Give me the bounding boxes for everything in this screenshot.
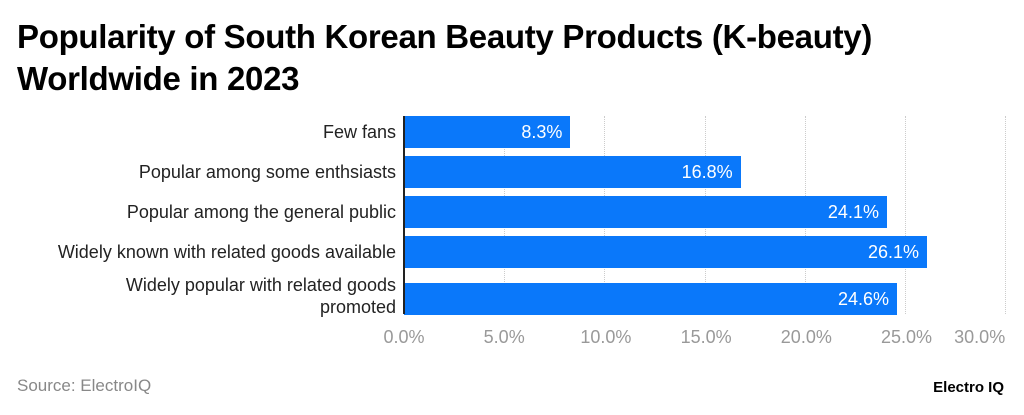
data-label: 8.3% — [521, 122, 563, 142]
data-label: 24.1% — [827, 202, 879, 222]
y-axis-line — [403, 116, 405, 314]
data-label: 24.6% — [837, 289, 889, 309]
category-label: Popular among the general public — [126, 202, 396, 222]
bar — [404, 116, 571, 148]
category-label: Widely known with related goods availabl… — [57, 242, 396, 262]
x-tick-label: 20.0% — [780, 327, 832, 347]
bar — [404, 283, 897, 315]
category-label: Popular among some enthsiasts — [138, 162, 396, 182]
gridline — [905, 116, 906, 314]
data-label: 16.8% — [681, 162, 733, 182]
x-tick-label: 5.0% — [483, 327, 525, 347]
x-tick-label: 0.0% — [383, 327, 425, 347]
chart-title: Popularity of South Korean Beauty Produc… — [17, 18, 873, 97]
bar — [404, 156, 741, 188]
x-tick-label: 25.0% — [881, 327, 933, 347]
bar — [404, 196, 887, 228]
source-note: Source: ElectroIQ — [17, 376, 152, 395]
x-tick-label: 30.0% — [954, 327, 1006, 347]
electroiq-logo: Electro IQ — [933, 379, 1004, 396]
bar — [404, 236, 928, 268]
category-label: Few fans — [322, 122, 396, 142]
x-tick-label: 10.0% — [580, 327, 632, 347]
gridline — [1005, 116, 1007, 314]
data-label: 26.1% — [868, 242, 920, 262]
x-tick-label: 15.0% — [680, 327, 732, 347]
category-label: Widely popular with related goods promot… — [125, 275, 396, 317]
